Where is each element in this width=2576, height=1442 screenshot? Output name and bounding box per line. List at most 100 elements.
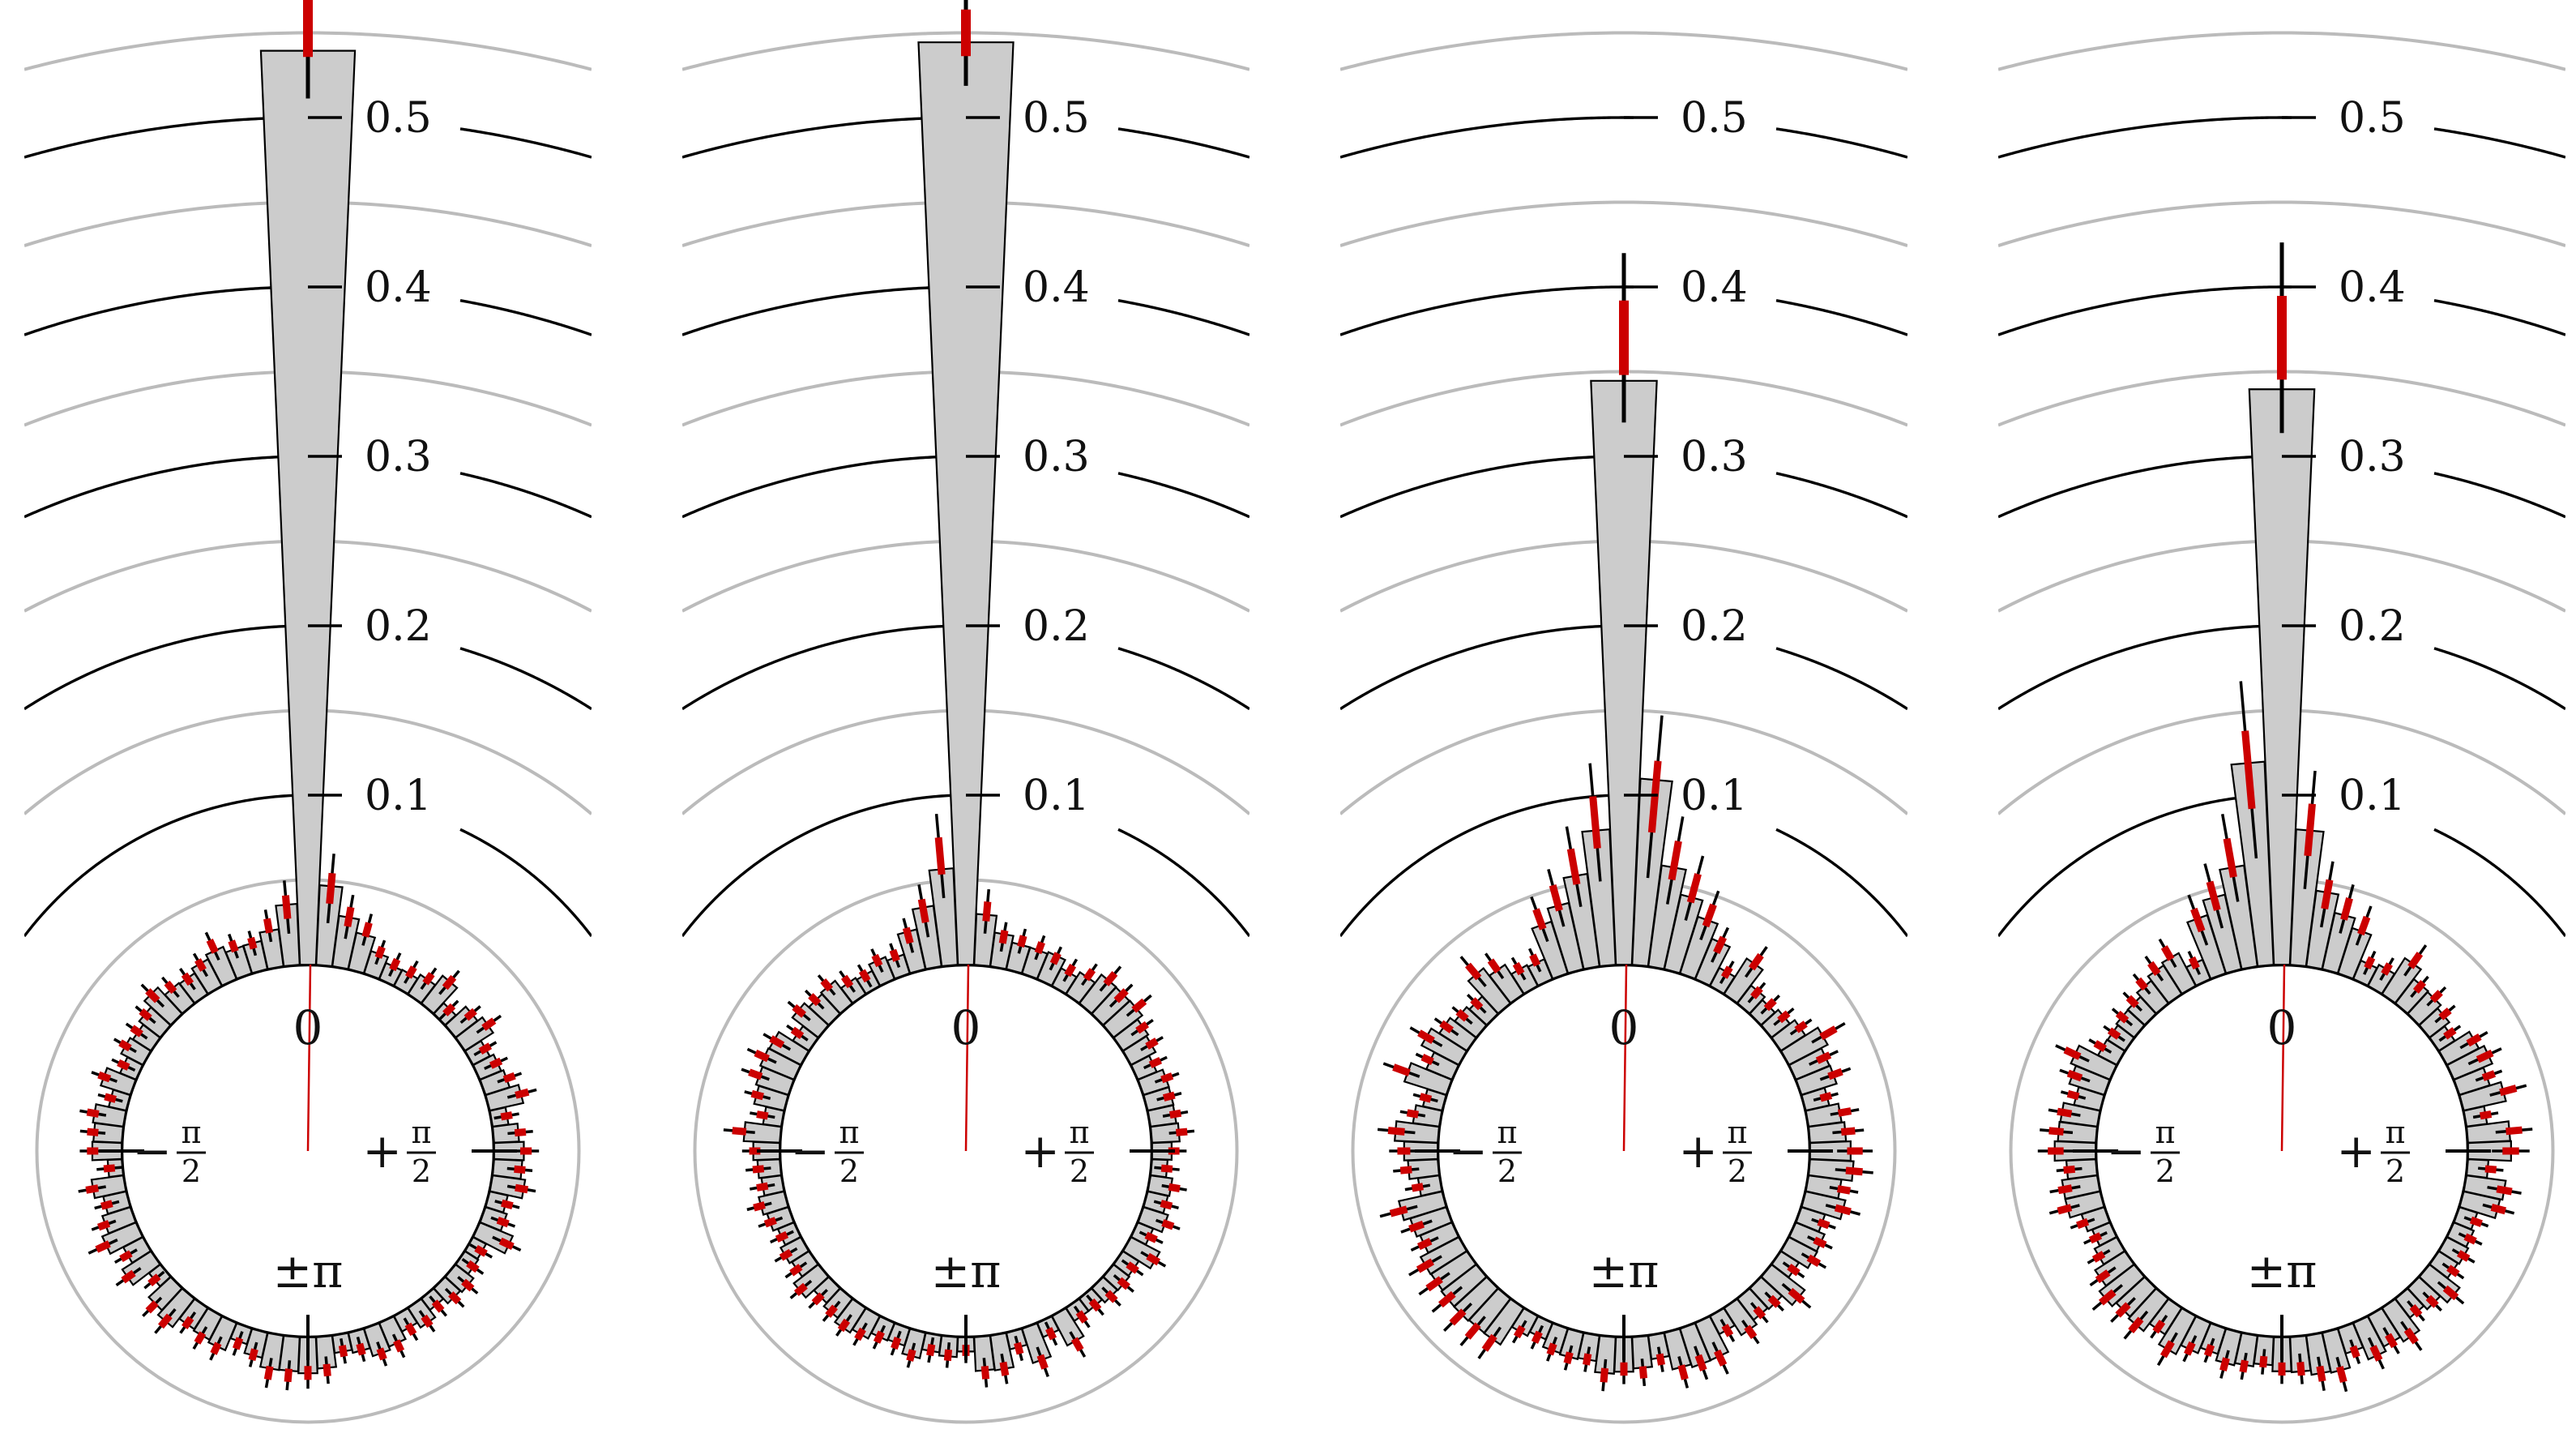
radial-tick-label: 0.5 xyxy=(1023,94,1090,143)
histogram-bar xyxy=(973,1334,996,1372)
radial-tick-label: 0.3 xyxy=(1023,433,1090,481)
model-marker xyxy=(1083,968,1096,982)
histogram-bar xyxy=(100,1221,144,1256)
model-marker xyxy=(811,1292,825,1306)
histogram-bar xyxy=(2230,760,2275,968)
model-marker xyxy=(1819,1025,1838,1041)
model-marker xyxy=(1794,1021,1808,1033)
ring-arc xyxy=(459,647,592,711)
radial-tick-label: 0.1 xyxy=(1023,772,1090,820)
model-marker xyxy=(194,958,207,972)
model-marker xyxy=(1392,1063,1411,1076)
histogram-bar xyxy=(1663,893,1704,974)
model-marker xyxy=(1419,1093,1433,1103)
radial-tick-label: 0.3 xyxy=(365,433,432,481)
radial-tick-labels: 0.1 0.2 0.3 0.4 0.5 xyxy=(966,94,1090,820)
histogram-bar xyxy=(315,884,344,968)
model-marker xyxy=(422,972,435,986)
ring-arc xyxy=(1775,647,1907,711)
ring-arc xyxy=(1775,472,1907,519)
angle-label-pi: ±π xyxy=(2247,1243,2318,1299)
model-marker xyxy=(1416,1238,1433,1251)
histogram-bar xyxy=(928,867,959,968)
angle-ticks xyxy=(2073,1149,2491,1360)
model-marker xyxy=(1160,1164,1173,1173)
model-marker xyxy=(769,1035,785,1049)
model-marker xyxy=(1126,1261,1139,1274)
ring-arc xyxy=(2433,299,2565,336)
histogram-bar xyxy=(1581,828,1617,968)
model-marker xyxy=(489,1057,503,1069)
model-marker xyxy=(1160,1200,1173,1210)
model-marker xyxy=(338,1345,348,1358)
radial-tick-label: 0.2 xyxy=(2339,602,2406,651)
model-marker xyxy=(1529,953,1541,967)
model-marker xyxy=(1836,1185,1852,1195)
radial-tick-label: 0.4 xyxy=(1681,263,1748,312)
denominator: 2 xyxy=(1497,1153,1517,1189)
model-marker xyxy=(752,1165,765,1174)
model-marker xyxy=(1417,1029,1435,1044)
model-marker xyxy=(248,1348,258,1362)
model-marker xyxy=(750,1089,764,1101)
model-marker xyxy=(2066,1089,2080,1101)
model-marker xyxy=(194,1331,207,1345)
model-marker xyxy=(1827,1068,1843,1080)
numerator: π xyxy=(2386,1115,2406,1150)
model-marker xyxy=(2190,907,2206,933)
model-marker xyxy=(793,1282,808,1296)
model-marker xyxy=(514,1165,526,1174)
model-marker xyxy=(1017,935,1027,948)
model-marker xyxy=(2063,1046,2082,1060)
model-marker xyxy=(2506,1126,2523,1136)
histogram-bar xyxy=(2305,889,2340,970)
model-marker xyxy=(1014,1341,1024,1355)
model-marker xyxy=(1162,1091,1176,1102)
model-marker xyxy=(404,1322,417,1337)
model-marker xyxy=(1834,1204,1852,1216)
model-marker xyxy=(825,1304,838,1318)
sign: + xyxy=(2336,1123,2376,1179)
angle-ticks xyxy=(757,1149,1175,1360)
histogram-bar xyxy=(989,1332,1015,1371)
ring-arc xyxy=(459,127,592,159)
model-marker xyxy=(1145,1038,1159,1050)
ring-arc xyxy=(2433,828,2565,938)
model-marker xyxy=(1721,1324,1734,1337)
histogram-bar xyxy=(1801,1190,1847,1221)
model-marker xyxy=(2409,1304,2423,1318)
model-marker xyxy=(2340,897,2353,921)
model-marker xyxy=(1753,1306,1766,1320)
sign: + xyxy=(1020,1123,1060,1179)
histogram-bar xyxy=(204,945,238,987)
model-marker xyxy=(2219,1357,2230,1371)
model-marker xyxy=(2484,1165,2497,1174)
zero-direction-line xyxy=(964,964,970,1152)
radial-tick-label: 0.5 xyxy=(2339,94,2406,143)
angle-label-plus-half-pi: + π2 xyxy=(362,1115,436,1189)
model-marker xyxy=(1845,1166,1863,1176)
model-marker xyxy=(247,936,258,950)
model-marker xyxy=(1763,998,1777,1012)
model-marker xyxy=(1815,1051,1832,1064)
histogram-bar xyxy=(1020,1322,1053,1364)
model-marker xyxy=(1481,1333,1497,1352)
model-marker xyxy=(1819,1092,1833,1102)
ring-arc xyxy=(2433,472,2565,519)
ring-arc xyxy=(682,794,976,938)
model-marker xyxy=(164,980,177,995)
model-marker xyxy=(474,1244,488,1257)
histogram-bar xyxy=(2321,911,2356,974)
model-marker xyxy=(2223,837,2237,878)
model-marker xyxy=(1064,963,1077,978)
model-marker xyxy=(1563,1351,1574,1365)
model-marker xyxy=(442,974,457,991)
model-marker xyxy=(232,1337,244,1350)
model-marker xyxy=(431,1299,445,1313)
model-marker xyxy=(181,972,194,986)
angle-label-plus-half-pi: + π2 xyxy=(2336,1115,2410,1189)
model-marker xyxy=(934,837,946,875)
model-marker xyxy=(2125,995,2139,1008)
model-marker xyxy=(2442,1285,2459,1301)
model-marker xyxy=(2385,1333,2399,1349)
